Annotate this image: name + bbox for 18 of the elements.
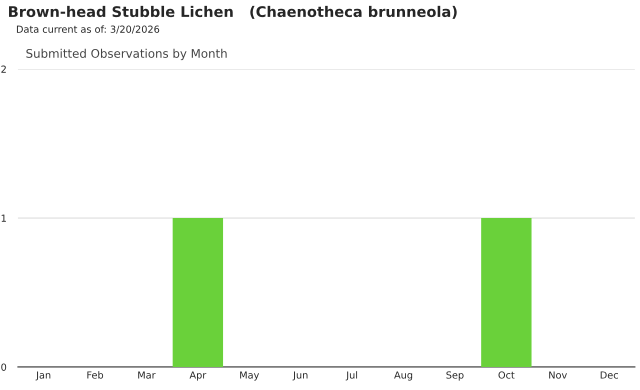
- x-tick-label: Aug: [394, 371, 412, 381]
- x-tick-label: Feb: [87, 371, 104, 379]
- x-tick-label: Mar: [138, 371, 156, 379]
- chart-subtitle: Data current as of: 3/20/2026: [16, 25, 160, 34]
- x-tick-label: Dec: [600, 371, 618, 379]
- y-tick-label: 2: [1, 66, 6, 73]
- x-tick-label: Oct: [498, 371, 515, 379]
- x-tick-label: Jun: [292, 371, 308, 380]
- x-tick-label: Apr: [190, 371, 206, 381]
- x-tick-label: Sep: [446, 371, 464, 381]
- x-tick-label: Nov: [549, 371, 567, 379]
- x-tick-label: May: [240, 371, 260, 381]
- x-tick-label: Jan: [36, 371, 50, 380]
- chart-title: Brown-head Stubble Lichen (Chaenotheca brunneola): [9, 6, 457, 19]
- text: Submitted Observations by Month: [26, 48, 227, 60]
- y-tick-label: 1: [2, 214, 6, 222]
- y-tick-label: 0: [1, 363, 6, 371]
- x-tick-label: Jul: [346, 371, 358, 380]
